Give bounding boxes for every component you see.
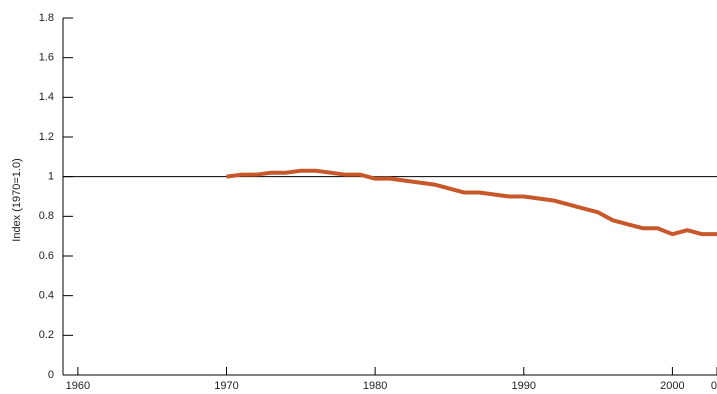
y-tick-label: 1.8 (39, 12, 54, 24)
y-tick-label: 1 (48, 171, 54, 183)
y-tick-label: 0 (48, 369, 54, 381)
y-axis-label: Index (1970=1.0) (11, 158, 23, 241)
data-line (226, 168, 717, 237)
y-tick-label: 0.2 (39, 329, 54, 341)
x-tick-label: 1980 (363, 380, 387, 392)
x-tick-label: 1990 (512, 380, 536, 392)
y-tick-label: 0.8 (39, 210, 54, 222)
y-tick-label: 1.4 (39, 91, 54, 103)
y-tick-label: 0.4 (39, 290, 54, 302)
x-tick-label: 1970 (214, 380, 238, 392)
y-tick-label: 1.6 (39, 52, 54, 64)
x-tick-label: 2000 (660, 380, 684, 392)
y-tick-label: 1.2 (39, 131, 54, 143)
x-tick-label: 1960 (66, 380, 90, 392)
y-tick-label: 0.6 (39, 250, 54, 262)
x-tick-label: 03 (711, 380, 717, 392)
